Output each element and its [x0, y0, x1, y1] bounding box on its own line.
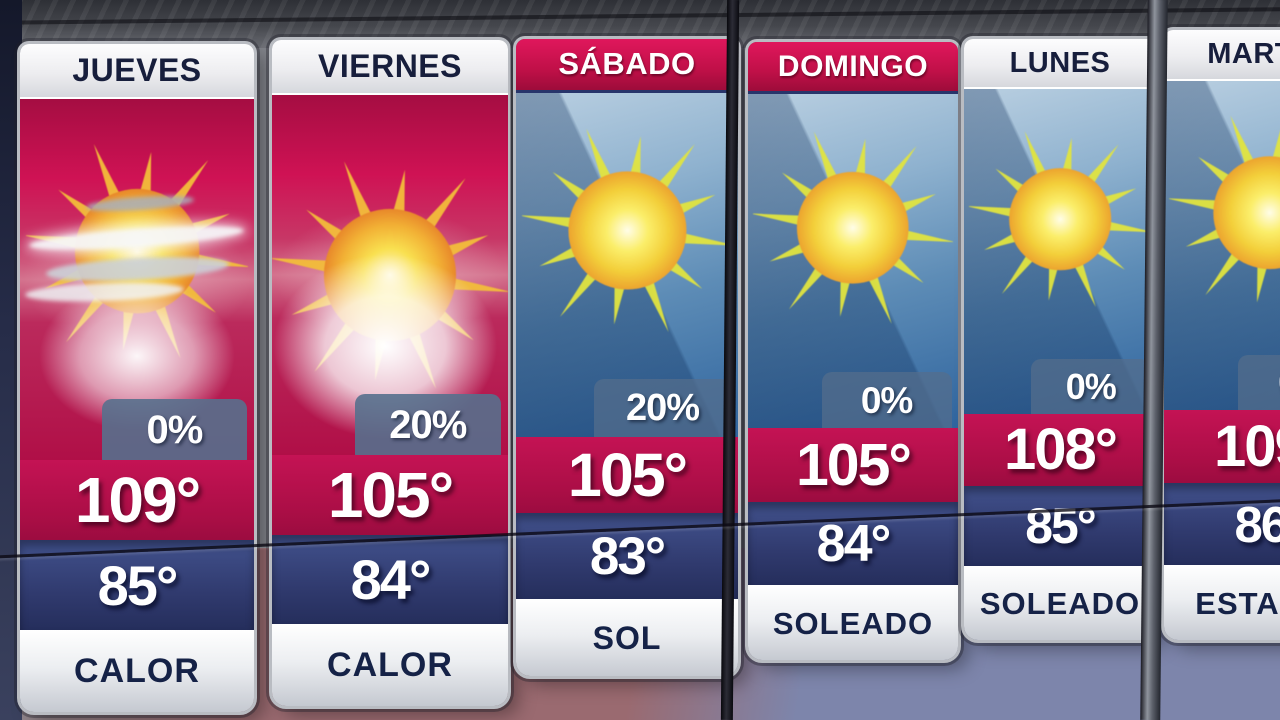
- high-temp: 105°: [516, 436, 738, 514]
- forecast-card: DOMINGO 0% 105° 84° SOLEADO: [748, 42, 958, 660]
- precip-tab: 0%: [1031, 358, 1151, 414]
- precip-tab: 20%: [593, 378, 732, 437]
- precip-value: 0%: [1065, 366, 1117, 408]
- day-name: DOMINGO: [777, 49, 929, 83]
- weather-icon-panel: 0%: [748, 94, 958, 429]
- day-header: JUEVES: [20, 44, 254, 100]
- forecast-card: VIERNES 20% 105° 84° CALOR: [272, 40, 508, 706]
- weather-icon-panel: 0%: [964, 89, 1156, 414]
- forecast-card: MARTES 0% 109° 86° ESTABLE: [1164, 30, 1280, 640]
- weather-icon-panel: 0%: [20, 99, 254, 461]
- day-name: LUNES: [1009, 46, 1111, 79]
- day-name: SÁBADO: [558, 46, 696, 82]
- high-temp: 105°: [748, 428, 958, 503]
- high-temp: 109°: [20, 460, 254, 541]
- high-temp: 105°: [272, 454, 508, 535]
- day-name: JUEVES: [72, 52, 202, 89]
- precip-value: 20%: [626, 387, 700, 430]
- day-header: SÁBADO: [516, 39, 738, 93]
- forecast-card: JUEVES 0% 109° 85° CALOR: [20, 44, 254, 712]
- high-temp: 108°: [964, 413, 1156, 486]
- weather-icon-panel: 20%: [272, 95, 508, 455]
- low-temp: 85°: [964, 485, 1156, 567]
- condition-label: SOLEADO: [964, 566, 1156, 640]
- condition-label: ESTABLE: [1164, 565, 1280, 640]
- precip-tab: 0%: [821, 371, 952, 429]
- sun-icon: [753, 128, 953, 328]
- precip-value: 0%: [860, 379, 913, 421]
- precip-value: 20%: [389, 402, 467, 447]
- day-header: MARTES: [1164, 30, 1280, 81]
- weather-icon-panel: 20%: [516, 92, 738, 437]
- day-name: MARTES: [1207, 37, 1280, 70]
- studio-background-left-strip: [0, 0, 22, 720]
- precip-tab: 0%: [101, 399, 247, 461]
- precip-tab: 0%: [1238, 354, 1280, 411]
- sun-icon: [1169, 112, 1280, 313]
- condition-label: SOL: [516, 598, 738, 676]
- day-name: VIERNES: [318, 48, 462, 85]
- high-temp: 109°: [1164, 410, 1280, 484]
- sun-icon: [968, 128, 1152, 310]
- day-header: LUNES: [964, 39, 1156, 90]
- precip-value: 0%: [1278, 362, 1280, 404]
- forecast-card: SÁBADO 20% 105° 83° SOL: [516, 39, 738, 676]
- precip-value: 0%: [146, 408, 204, 453]
- day-header: VIERNES: [272, 40, 508, 96]
- condition-label: CALOR: [20, 629, 254, 712]
- weather-icon-panel: 0%: [1164, 80, 1280, 411]
- condition-label: SOLEADO: [748, 585, 958, 660]
- forecast-card: LUNES 0% 108° 85° SOLEADO: [964, 39, 1156, 640]
- sun-icon: [521, 125, 733, 336]
- condition-label: CALOR: [272, 624, 508, 706]
- precip-tab: 20%: [354, 393, 501, 455]
- low-temp: 86°: [1164, 483, 1280, 566]
- low-temp: 84°: [272, 534, 508, 625]
- day-header: DOMINGO: [748, 42, 958, 95]
